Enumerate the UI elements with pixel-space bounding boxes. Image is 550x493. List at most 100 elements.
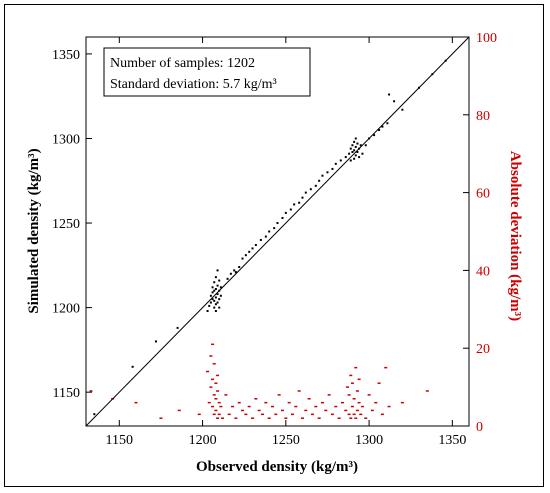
simulated-point: [93, 413, 96, 416]
y2-tick-label: 40: [476, 264, 490, 279]
deviation-point: [290, 413, 294, 416]
simulated-point: [234, 271, 237, 274]
deviation-point: [234, 417, 238, 419]
simulated-point: [354, 137, 357, 140]
simulated-point: [318, 179, 321, 182]
deviation-point: [209, 355, 213, 357]
simulated-point: [386, 122, 389, 125]
simulated-point: [359, 144, 362, 147]
y2-tick-label: 60: [476, 187, 490, 202]
deviation-point: [134, 401, 138, 404]
simulated-point: [209, 301, 212, 304]
simulated-point: [206, 309, 209, 312]
y-tick-label: 1300: [52, 132, 80, 147]
deviation-point: [352, 413, 356, 416]
y-tick-label: 1350: [52, 48, 80, 63]
deviation-point: [355, 409, 359, 412]
deviation-point: [355, 390, 359, 392]
deviation-point: [380, 413, 384, 416]
deviation-point: [387, 405, 391, 408]
deviation-point: [284, 417, 288, 419]
simulated-point: [219, 294, 222, 297]
deviation-point: [271, 405, 275, 408]
deviation-point: [209, 386, 213, 388]
deviation-point: [344, 409, 348, 412]
simulated-point: [233, 269, 236, 272]
deviation-point: [241, 409, 245, 412]
deviation-point: [214, 409, 218, 412]
deviation-point: [206, 370, 210, 373]
simulated-point: [226, 277, 229, 280]
simulated-point: [211, 291, 214, 294]
simulated-point: [378, 129, 381, 132]
deviation-point: [211, 405, 215, 408]
simulated-point: [218, 298, 221, 301]
simulated-point: [264, 235, 267, 238]
simulated-point: [218, 306, 221, 309]
simulated-point: [358, 156, 361, 159]
deviation-point: [214, 398, 218, 400]
deviation-point: [216, 417, 220, 419]
info-box-frame: [103, 47, 311, 97]
x-tick-label: 1300: [355, 433, 383, 448]
deviation-point: [425, 390, 429, 392]
simulated-point: [219, 286, 222, 289]
deviation-point: [212, 363, 216, 365]
deviation-point: [159, 417, 163, 419]
deviation-point: [347, 394, 351, 396]
simulated-point: [331, 167, 334, 170]
simulated-point: [154, 340, 157, 343]
simulated-point: [216, 293, 219, 296]
simulated-point: [354, 154, 357, 157]
deviation-point: [347, 413, 351, 416]
simulated-point: [349, 159, 352, 162]
info-std: Standard deviation: 5.7 kg/m³: [110, 77, 277, 92]
simulated-point: [339, 159, 342, 162]
y-tick-label: 1150: [53, 386, 80, 401]
one-to-one-line: [85, 36, 470, 427]
deviation-point: [227, 413, 231, 416]
deviation-point: [211, 343, 215, 346]
deviation-point: [324, 409, 328, 412]
simulated-point: [213, 306, 216, 309]
simulated-point: [176, 326, 179, 329]
simulated-point: [289, 208, 292, 211]
simulated-point: [281, 216, 284, 219]
simulated-point: [351, 151, 354, 154]
deviation-point: [314, 405, 318, 408]
deviation-point: [354, 417, 358, 419]
x-tick-label: 1150: [106, 433, 133, 448]
simulated-point: [244, 254, 247, 257]
x-tick-label: 1250: [272, 433, 300, 448]
deviation-point: [274, 413, 278, 416]
deviation-point: [257, 409, 261, 412]
info-box: Number of samples: 1202 Standard deviati…: [103, 47, 311, 97]
simulated-point: [353, 157, 356, 160]
simulated-point: [214, 296, 217, 299]
simulated-point: [393, 100, 396, 103]
deviation-point: [359, 413, 363, 416]
deviation-point: [231, 405, 235, 408]
deviation-point: [287, 401, 291, 404]
simulated-point: [326, 171, 329, 174]
info-samples: Number of samples: 1202: [110, 56, 255, 71]
deviation-point: [211, 378, 215, 381]
deviation-point: [349, 374, 353, 377]
simulated-point: [373, 134, 376, 137]
deviation-point: [357, 378, 361, 381]
deviation-point: [349, 417, 353, 419]
simulated-point: [401, 108, 404, 111]
deviation-point: [224, 394, 228, 396]
y2-tick-label: 0: [476, 420, 483, 435]
simulated-point: [213, 289, 216, 292]
simulated-point: [214, 276, 217, 279]
deviation-point: [384, 366, 388, 369]
deviation-point: [320, 401, 324, 404]
deviation-point: [221, 417, 225, 419]
y-axis-title: Simulated density (kg/m³): [26, 148, 42, 313]
deviation-point: [304, 409, 308, 412]
simulated-point: [356, 151, 359, 154]
deviation-point: [354, 366, 358, 369]
y-tick-label: 1200: [52, 302, 80, 317]
x-tick-label: 1350: [438, 433, 466, 448]
